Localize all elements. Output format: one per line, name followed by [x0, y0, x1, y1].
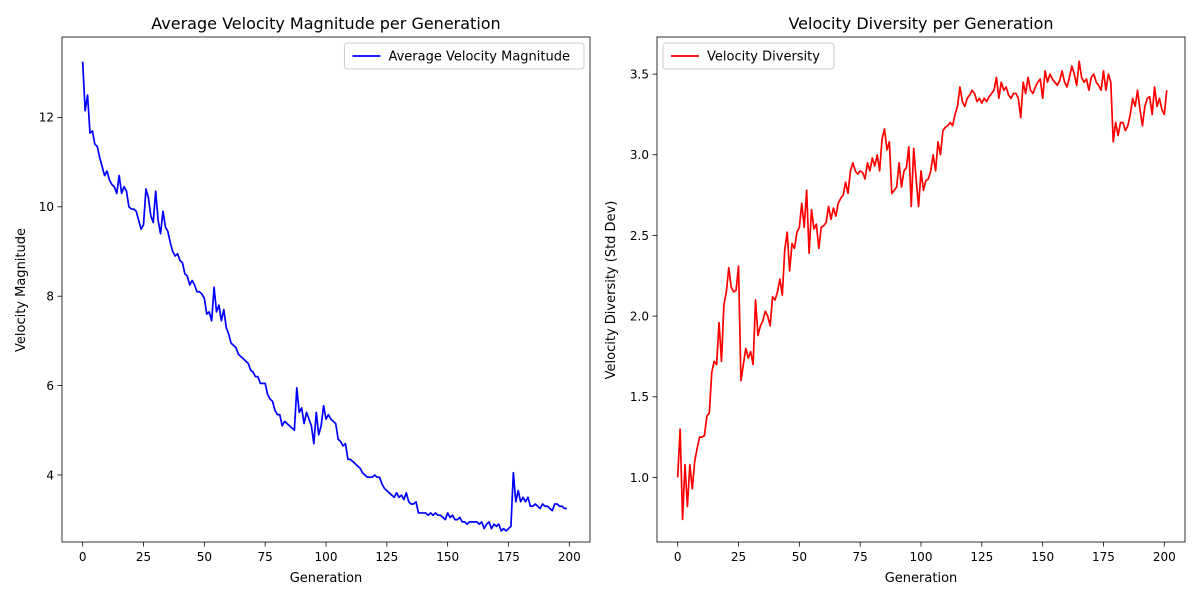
x-tick-label: 25 [136, 550, 151, 564]
x-tick-label: 175 [497, 550, 520, 564]
plot-area: 0 25 50 75 100 125 150 175 200 4 6 8 10 12 Average Vel… [39, 36, 591, 564]
y-axis-label: Velocity Diversity (Std Dev) [604, 201, 619, 380]
y-tick-label: 1.5 [630, 390, 649, 404]
legend-box [343, 42, 585, 70]
chart-title: Velocity Diversity per Generation [788, 14, 1053, 33]
x-tick-label: 125 [970, 550, 993, 564]
x-tick-label: 0 [674, 550, 682, 564]
x-tick-label: 100 [315, 550, 338, 564]
y-tick-label: 2.5 [630, 229, 649, 243]
y-tick-label: 12 [39, 111, 54, 125]
x-tick-label: 100 [910, 550, 933, 564]
chart-title: Average Velocity Magnitude per Generatio… [151, 14, 500, 33]
x-tick-label: 200 [558, 550, 581, 564]
legend-label: Velocity Diversity [707, 50, 820, 65]
chart-velocity-magnitude: Average Velocity Magnitude per Generatio… [14, 14, 591, 586]
x-tick-label: 200 [1153, 550, 1176, 564]
y-tick-label: 3.5 [630, 67, 649, 81]
plot-area: 0 25 50 75 100 125 150 175 200 1.0 1.5 2.0 2.5 3.0 3.5… [630, 36, 1186, 564]
x-tick-label: 50 [197, 550, 212, 564]
x-tick-label: 75 [258, 550, 273, 564]
series-line [676, 60, 1168, 521]
x-tick-label: 50 [792, 550, 807, 564]
x-axis-label: Generation [885, 571, 958, 586]
x-tick-label: 25 [731, 550, 746, 564]
x-tick-label: 125 [375, 550, 398, 564]
y-tick-label: 8 [46, 290, 54, 304]
y-tick-label: 1.0 [630, 471, 649, 485]
y-tick-label: 4 [46, 468, 54, 482]
x-tick-label: 0 [79, 550, 87, 564]
x-tick-label: 150 [1031, 550, 1054, 564]
x-axis-label: Generation [290, 571, 363, 586]
x-tick-label: 150 [436, 550, 459, 564]
axes-frame [61, 36, 591, 543]
series-line [81, 61, 567, 532]
x-tick-label: 75 [853, 550, 868, 564]
x-tick-label: 175 [1092, 550, 1115, 564]
legend-label: Average Velocity Magnitude [388, 50, 570, 65]
y-tick-label: 6 [46, 379, 54, 393]
legend: Velocity Diversity [662, 42, 835, 70]
y-tick-label: 3.0 [630, 148, 649, 162]
legend: Average Velocity Magnitude [343, 42, 585, 70]
y-tick-label: 10 [39, 200, 54, 214]
axes-frame [656, 36, 1186, 543]
legend-box [662, 42, 835, 70]
chart-velocity-diversity: Velocity Diversity per Generation 0 25 50 7… [604, 14, 1186, 586]
y-axis-label: Velocity Magnitude [14, 228, 29, 352]
y-tick-label: 2.0 [630, 309, 649, 323]
